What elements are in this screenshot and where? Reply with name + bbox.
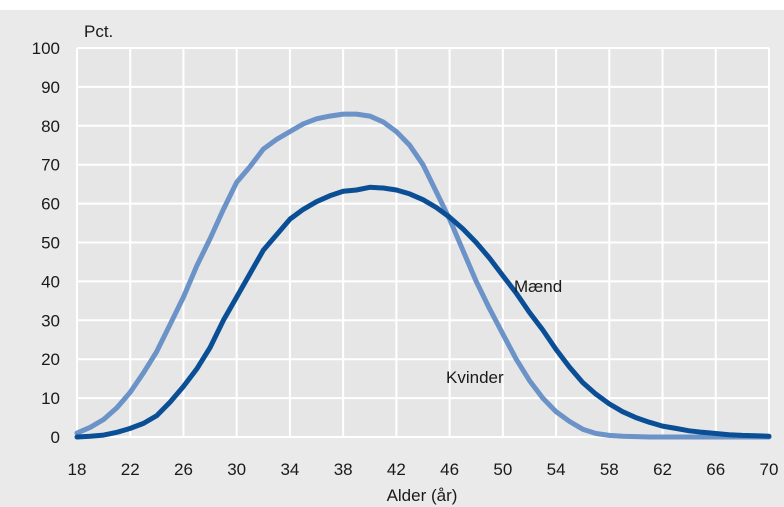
y-tick-label: 60 [41, 195, 60, 214]
y-tick-label: 100 [32, 39, 60, 58]
y-tick-label: 40 [41, 272, 60, 291]
x-tick-label: 38 [334, 460, 353, 479]
series-line-maend [74, 184, 772, 440]
y-tick-label: 0 [51, 428, 60, 447]
x-tick-label: 46 [440, 460, 459, 479]
x-tick-label: 62 [653, 460, 672, 479]
y-tick-label: 30 [41, 311, 60, 330]
x-tick-label: 22 [121, 460, 140, 479]
series-label-maend: Mænd [514, 277, 562, 296]
x-tick-label: 58 [600, 460, 619, 479]
y-tick-label: 80 [41, 117, 60, 136]
x-tick-label: 54 [547, 460, 566, 479]
series-line-kvinder [74, 111, 772, 440]
x-tick-label: 30 [227, 460, 246, 479]
x-tick-label: 50 [493, 460, 512, 479]
x-axis-ticks: 18 22 26 30 34 38 42 46 50 54 58 62 66 70 [68, 460, 779, 479]
y-tick-label: 90 [41, 78, 60, 97]
x-tick-label: 18 [68, 460, 87, 479]
y-axis-ticks: 0 10 20 30 40 50 60 70 80 90 100 [32, 39, 60, 447]
y-tick-label: 10 [41, 389, 60, 408]
y-tick-label: 50 [41, 234, 60, 253]
series-label-kvinder: Kvinder [446, 368, 504, 387]
x-tick-label: 66 [706, 460, 725, 479]
x-tick-label: 70 [760, 460, 779, 479]
x-axis-label: Alder (år) [387, 486, 458, 505]
x-tick-label: 26 [174, 460, 193, 479]
y-axis-label: Pct. [84, 22, 113, 41]
y-tick-label: 70 [41, 156, 60, 175]
x-tick-label: 42 [387, 460, 406, 479]
series-layer [74, 111, 772, 440]
x-tick-label: 34 [280, 460, 299, 479]
y-tick-label: 20 [41, 350, 60, 369]
